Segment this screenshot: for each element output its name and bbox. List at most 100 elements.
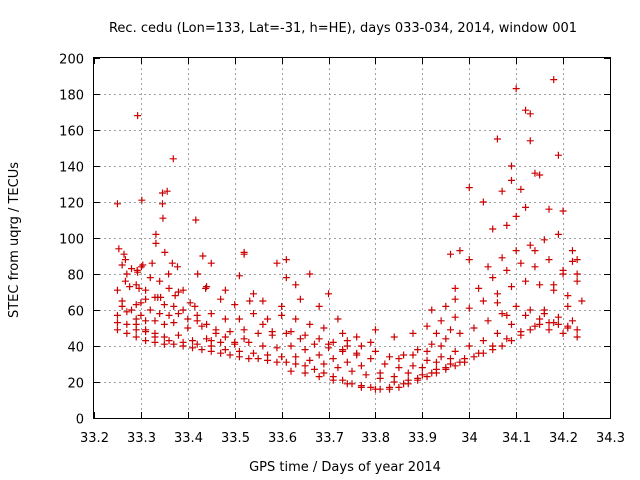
data-point (456, 358, 464, 366)
data-point (170, 340, 178, 348)
data-point (296, 335, 304, 343)
data-point (273, 358, 281, 366)
data-point (493, 299, 501, 307)
data-point (142, 337, 150, 345)
data-point (493, 329, 501, 337)
y-axis-label: STEC from uqrg / TECUs (7, 162, 22, 318)
data-point (465, 256, 473, 264)
data-point (193, 317, 201, 325)
data-point (371, 385, 379, 393)
data-point (517, 328, 525, 336)
data-point (357, 362, 365, 370)
data-point (550, 281, 558, 289)
data-point (512, 212, 520, 220)
data-point (179, 306, 187, 314)
data-point (325, 290, 333, 298)
data-point (296, 295, 304, 303)
data-point (400, 351, 408, 359)
data-point (264, 351, 272, 359)
data-point (573, 326, 581, 334)
data-point (174, 288, 182, 296)
data-point (554, 320, 562, 328)
data-point (343, 342, 351, 350)
data-point (189, 337, 197, 345)
data-point (507, 337, 515, 345)
data-point (207, 310, 215, 318)
data-point (447, 326, 455, 334)
data-point (268, 328, 276, 336)
data-point (292, 360, 300, 368)
data-point (159, 214, 167, 222)
data-point (362, 371, 370, 379)
data-point (221, 346, 229, 354)
data-point (235, 315, 243, 323)
data-point (171, 292, 179, 300)
x-tick-label: 33.5 (221, 431, 250, 446)
data-point (315, 302, 323, 310)
data-point (186, 299, 194, 307)
data-point (465, 342, 473, 350)
data-point (184, 324, 192, 332)
data-point (165, 284, 173, 292)
data-point (132, 281, 140, 289)
data-point (161, 248, 169, 256)
data-point (451, 284, 459, 292)
data-point (123, 320, 131, 328)
data-point (169, 155, 177, 163)
data-point (339, 376, 347, 384)
y-tick-label: 20 (67, 377, 84, 392)
data-point (199, 252, 207, 260)
data-point (156, 310, 164, 318)
data-point (174, 331, 182, 339)
data-point (517, 259, 525, 267)
data-point (456, 329, 464, 337)
data-point (165, 337, 173, 345)
data-point (315, 335, 323, 343)
data-point (221, 315, 229, 323)
data-point (545, 326, 553, 334)
data-point (465, 184, 473, 192)
data-point (357, 383, 365, 391)
x-axis-label: GPS time / Days of year 2014 (249, 460, 441, 475)
x-tick-label: 33.4 (174, 431, 203, 446)
data-point (451, 313, 459, 321)
data-point (498, 187, 506, 195)
data-point (121, 277, 129, 285)
data-point (217, 295, 225, 303)
data-point (503, 311, 511, 319)
data-point (451, 347, 459, 355)
data-point (371, 347, 379, 355)
data-point (550, 319, 558, 327)
data-point (217, 338, 225, 346)
data-point (329, 355, 337, 363)
data-point (249, 290, 257, 298)
data-point (451, 295, 459, 303)
data-point (126, 283, 134, 291)
data-point (526, 306, 534, 314)
data-point (160, 340, 168, 348)
data-point (334, 364, 342, 372)
data-point (121, 256, 129, 264)
data-point (334, 315, 342, 323)
data-point (507, 283, 515, 291)
data-point (193, 340, 201, 348)
data-point (564, 302, 572, 310)
data-point (235, 347, 243, 355)
data-point (559, 329, 567, 337)
data-point (137, 263, 145, 271)
data-point (564, 292, 572, 300)
data-point (432, 358, 440, 366)
data-point (113, 326, 121, 334)
data-point (536, 315, 544, 323)
data-point (526, 110, 534, 118)
data-point (231, 301, 239, 309)
data-point (531, 169, 539, 177)
data-point (113, 311, 121, 319)
data-point (418, 371, 426, 379)
data-point (113, 319, 121, 327)
data-point (287, 367, 295, 375)
data-point (512, 85, 520, 93)
data-point (479, 337, 487, 345)
data-point (132, 320, 140, 328)
data-point (152, 230, 160, 238)
